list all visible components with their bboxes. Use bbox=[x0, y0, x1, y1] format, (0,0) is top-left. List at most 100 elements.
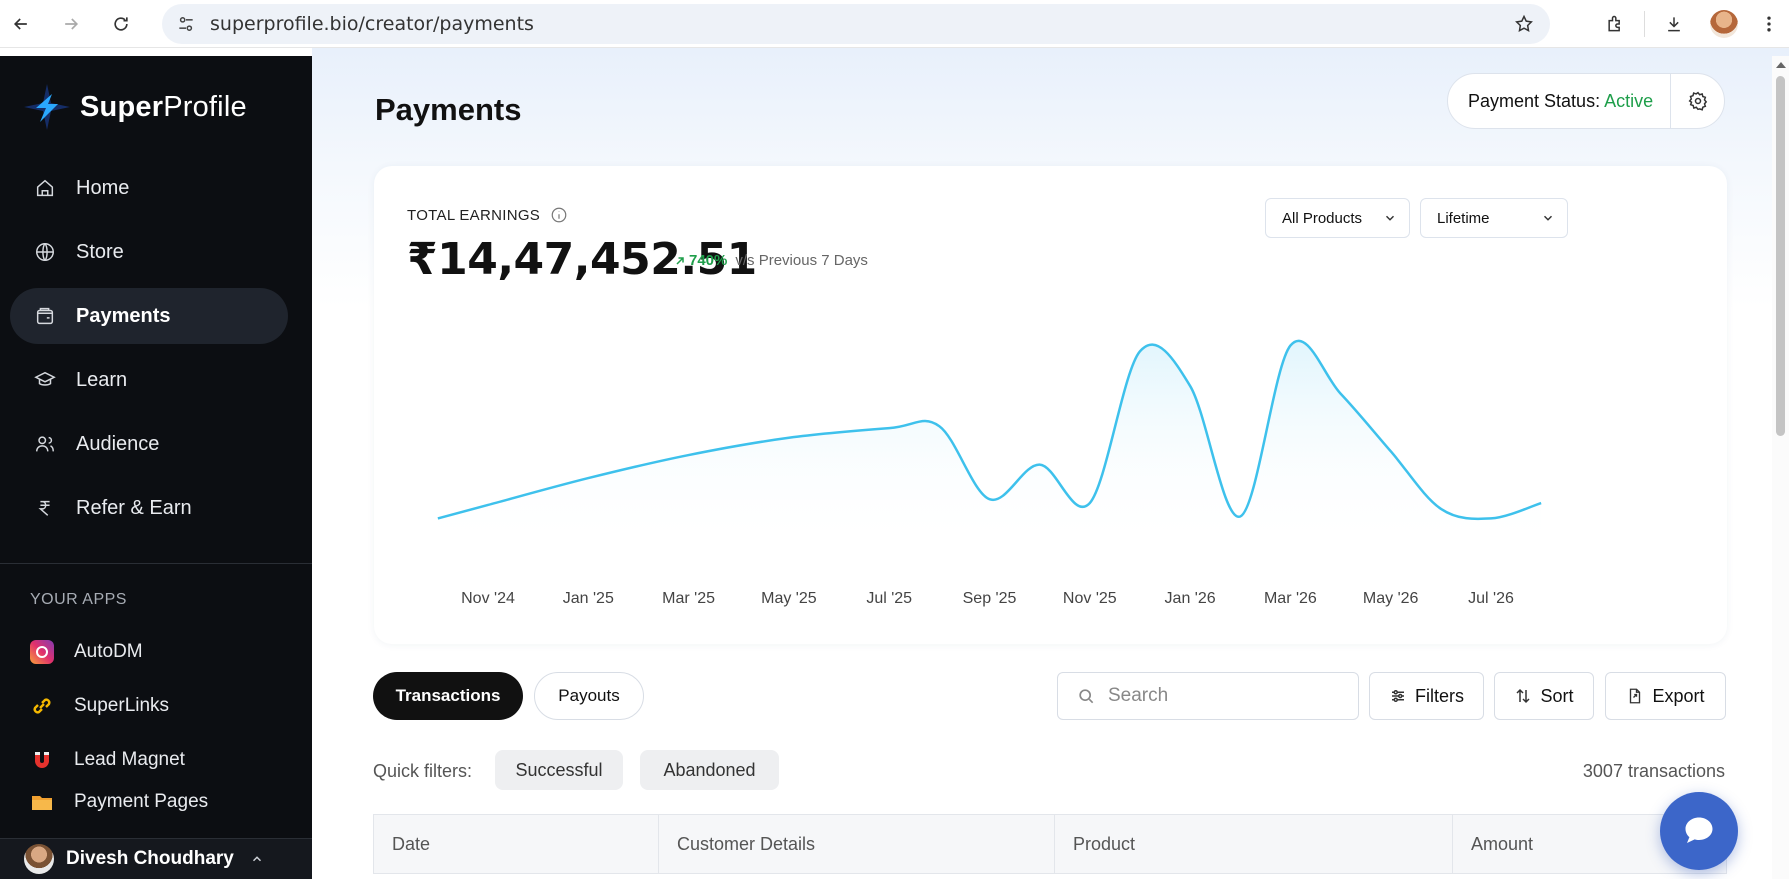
link-icon bbox=[33, 698, 51, 714]
period-filter-dropdown[interactable]: Lifetime bbox=[1420, 198, 1568, 238]
chart-x-tick-label: Jan '26 bbox=[1164, 590, 1216, 607]
total-earnings-title: TOTAL EARNINGS bbox=[407, 206, 541, 224]
chart-x-tick-label: May '25 bbox=[761, 590, 817, 607]
app-item-label: AutoDM bbox=[74, 641, 143, 662]
payment-status-value: Active bbox=[1604, 90, 1654, 111]
sidebar-item-refer-earn[interactable]: Refer & Earn bbox=[10, 480, 288, 536]
column-header-amount[interactable]: Amount bbox=[1471, 833, 1534, 854]
sidebar-item-label: Home bbox=[76, 176, 130, 199]
downloads-icon bbox=[1668, 17, 1680, 32]
bookmark-star-icon[interactable] bbox=[1514, 14, 1534, 34]
earnings-change-comparison: v/s Previous 7 Days bbox=[735, 252, 868, 269]
payment-status-pill: Payment Status: Active bbox=[1447, 73, 1725, 129]
chart-x-tick-label: Jul '25 bbox=[866, 590, 913, 607]
quick-filter-abandoned[interactable]: Abandoned bbox=[640, 750, 779, 790]
chat-support-button[interactable] bbox=[1660, 792, 1738, 870]
quick-filters-label: Quick filters: bbox=[373, 761, 473, 781]
sidebar-item-label: Learn bbox=[76, 368, 128, 391]
product-filter-dropdown[interactable]: All Products bbox=[1265, 198, 1410, 238]
export-file-icon bbox=[1630, 688, 1641, 704]
total-earnings-value: ₹14,47,452.51 bbox=[407, 234, 757, 285]
quick-filter-successful[interactable]: Successful bbox=[495, 750, 623, 790]
earnings-chart bbox=[437, 339, 1542, 548]
chevron-down-icon bbox=[1385, 215, 1395, 221]
profile-avatar bbox=[1710, 10, 1738, 38]
search-input[interactable] bbox=[1108, 685, 1338, 707]
app-item-label: Payment Pages bbox=[74, 791, 209, 812]
sidebar-divider bbox=[0, 563, 312, 564]
downloads-button[interactable] bbox=[1649, 7, 1699, 41]
address-bar[interactable]: superprofile.bio/creator/payments bbox=[162, 4, 1550, 44]
gear-icon bbox=[1688, 91, 1707, 111]
earnings-change: 740% v/s Previous 7 Days bbox=[674, 252, 868, 269]
export-button[interactable]: Export bbox=[1605, 672, 1726, 720]
app-item-payment-pages[interactable]: Payment Pages bbox=[30, 790, 208, 814]
brand-name-bold: Super bbox=[80, 90, 164, 123]
brand-logo[interactable]: SuperProfile bbox=[22, 82, 247, 132]
chat-bubble-icon bbox=[1685, 817, 1713, 843]
main-content: Payments Payment Status: Active TOTAL EA… bbox=[312, 48, 1789, 879]
scroll-up-arrow-icon[interactable] bbox=[1776, 62, 1786, 68]
home-icon bbox=[36, 179, 54, 197]
brand-name: SuperProfile bbox=[80, 91, 247, 124]
superprofile-logo-icon bbox=[24, 84, 70, 130]
magnet-icon bbox=[35, 752, 49, 768]
more-menu-button[interactable] bbox=[1749, 7, 1789, 41]
search-box[interactable] bbox=[1057, 672, 1359, 720]
earnings-change-percent: 740% bbox=[689, 252, 728, 269]
chart-x-tick-label: Nov '24 bbox=[461, 590, 515, 607]
page-title: Payments bbox=[375, 92, 522, 127]
sidebar-nav: Home Store Payments Learn Audience Refer… bbox=[10, 160, 288, 544]
user-name: Divesh Choudhary bbox=[66, 848, 234, 869]
chip-label: Successful bbox=[515, 759, 603, 780]
user-avatar bbox=[24, 844, 54, 874]
app-item-lead-magnet[interactable]: Lead Magnet bbox=[30, 748, 185, 772]
tab-payouts[interactable]: Payouts bbox=[534, 672, 644, 720]
reload-button[interactable] bbox=[104, 7, 138, 41]
apps-section-title: YOUR APPS bbox=[30, 591, 127, 608]
chevron-up-icon bbox=[252, 856, 261, 862]
sidebar-item-audience[interactable]: Audience bbox=[10, 416, 288, 472]
page-scrollbar[interactable] bbox=[1772, 56, 1789, 879]
site-settings-icon[interactable] bbox=[176, 14, 196, 34]
earnings-card: TOTAL EARNINGS ₹14,47,452.51 740% v/s Pr… bbox=[374, 166, 1727, 644]
scrollbar-thumb[interactable] bbox=[1776, 76, 1785, 436]
app-item-superlinks[interactable]: SuperLinks bbox=[30, 694, 169, 718]
chart-x-tick-label: Mar '26 bbox=[1263, 590, 1317, 607]
sort-button-label: Sort bbox=[1540, 685, 1574, 706]
sidebar-item-home[interactable]: Home bbox=[10, 160, 288, 216]
app-item-autodm[interactable]: AutoDM bbox=[30, 640, 143, 664]
extensions-button[interactable] bbox=[1590, 7, 1640, 41]
sidebar-item-payments[interactable]: Payments bbox=[10, 288, 288, 344]
forward-button[interactable] bbox=[54, 7, 88, 41]
reload-icon bbox=[114, 16, 128, 31]
tab-label: Transactions bbox=[395, 686, 501, 705]
sort-button[interactable]: Sort bbox=[1494, 672, 1594, 720]
column-header-date[interactable]: Date bbox=[374, 815, 659, 873]
back-button[interactable] bbox=[4, 7, 38, 41]
wallet-icon bbox=[36, 307, 54, 325]
filters-button[interactable]: Filters bbox=[1369, 672, 1484, 720]
chart-x-tick-label: Sep '25 bbox=[962, 590, 1017, 607]
payment-settings-button[interactable] bbox=[1670, 74, 1724, 128]
chevron-down-icon bbox=[1543, 215, 1553, 221]
column-header-product[interactable]: Product bbox=[1055, 815, 1453, 873]
extensions-icon bbox=[1608, 15, 1620, 32]
user-menu[interactable]: Divesh Choudhary bbox=[0, 838, 312, 879]
sidebar-item-learn[interactable]: Learn bbox=[10, 352, 288, 408]
profile-button[interactable] bbox=[1699, 7, 1749, 41]
tab-label: Payouts bbox=[558, 686, 620, 705]
tab-transactions[interactable]: Transactions bbox=[373, 672, 523, 720]
search-icon bbox=[1079, 689, 1094, 704]
product-filter-value: All Products bbox=[1282, 209, 1363, 227]
info-icon[interactable] bbox=[550, 206, 568, 224]
sidebar-item-label: Payments bbox=[76, 304, 171, 327]
graduation-cap-icon bbox=[34, 371, 56, 386]
chip-label: Abandoned bbox=[663, 759, 756, 780]
browser-toolbar: superprofile.bio/creator/payments bbox=[0, 0, 1789, 48]
chart-x-tick-label: May '26 bbox=[1362, 590, 1419, 607]
sidebar-item-store[interactable]: Store bbox=[10, 224, 288, 280]
url-text[interactable]: superprofile.bio/creator/payments bbox=[210, 13, 534, 35]
sidebar: SuperProfile Home Store Payments Learn A… bbox=[0, 56, 312, 879]
column-header-customer-details[interactable]: Customer Details bbox=[659, 815, 1055, 873]
